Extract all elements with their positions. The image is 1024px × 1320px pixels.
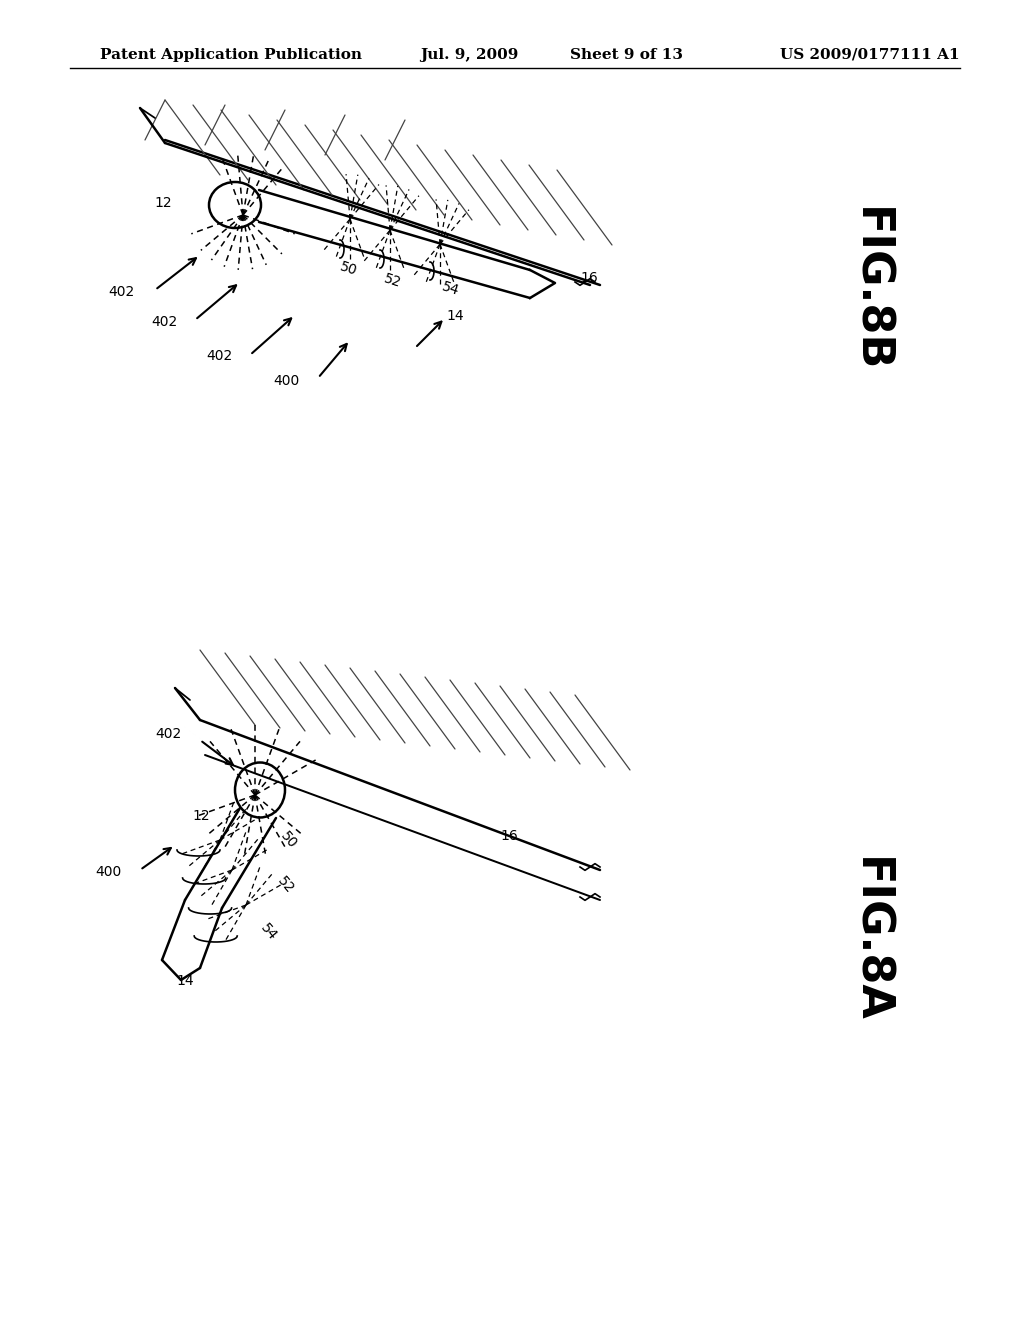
Text: 12: 12: [155, 195, 172, 210]
Text: 402: 402: [109, 285, 135, 300]
Text: US 2009/0177111 A1: US 2009/0177111 A1: [780, 48, 959, 62]
Text: 400: 400: [273, 374, 300, 388]
Text: 402: 402: [207, 348, 233, 363]
Text: 12: 12: [193, 809, 210, 822]
Text: 16: 16: [500, 829, 518, 843]
Text: 402: 402: [152, 315, 178, 329]
Text: 14: 14: [176, 974, 194, 987]
Text: 400: 400: [96, 865, 122, 879]
Text: 50: 50: [338, 259, 358, 279]
Text: 52: 52: [382, 272, 402, 290]
Text: FIG.8A: FIG.8A: [849, 857, 892, 1023]
Text: 50: 50: [278, 829, 300, 851]
Text: 54: 54: [258, 920, 280, 942]
Text: 54: 54: [439, 280, 461, 298]
Text: Jul. 9, 2009: Jul. 9, 2009: [420, 48, 518, 62]
Text: 402: 402: [156, 727, 182, 741]
Text: 14: 14: [446, 309, 464, 323]
Text: 16: 16: [580, 271, 598, 285]
Text: FIG.8B: FIG.8B: [849, 207, 892, 372]
Text: 52: 52: [275, 874, 297, 896]
Text: Sheet 9 of 13: Sheet 9 of 13: [570, 48, 683, 62]
Text: Patent Application Publication: Patent Application Publication: [100, 48, 362, 62]
